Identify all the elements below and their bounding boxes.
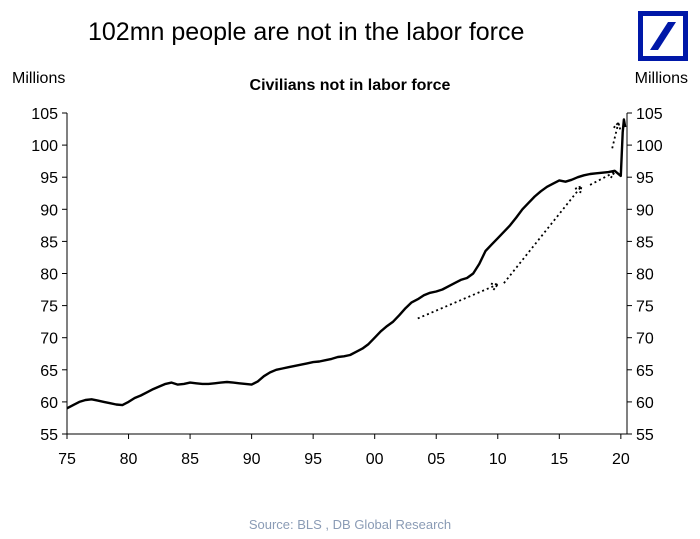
- x-tick-label: 75: [58, 451, 76, 468]
- y-tick-label-right: 100: [636, 138, 663, 155]
- y-axis-label-right: Millions: [635, 70, 688, 87]
- deutsche-bank-logo: [638, 11, 688, 61]
- axes: [66, 113, 628, 435]
- dotted-arrow-line: [503, 185, 583, 284]
- annotations: [417, 120, 622, 320]
- chart-title: Civilians not in labor force: [250, 77, 451, 94]
- dotted-arrow-line: [611, 122, 620, 149]
- y-tick-label-left: 80: [40, 267, 58, 284]
- y-tick-label-right: 75: [636, 299, 654, 316]
- y-tick-label-right: 70: [636, 331, 654, 348]
- x-tick-label: 85: [181, 451, 199, 468]
- series-line: [66, 118, 627, 410]
- y-tick-label-left: 100: [31, 138, 58, 155]
- y-tick-label-left: 60: [40, 395, 58, 412]
- y-tick-label-right: 60: [636, 395, 654, 412]
- y-tick-label-right: 55: [636, 427, 654, 444]
- x-tick-label: 15: [550, 451, 568, 468]
- y-tick-label-left: 55: [40, 427, 58, 444]
- x-tick-label: 20: [612, 451, 630, 468]
- y-tick-label-right: 85: [636, 234, 654, 251]
- source-note: Source: BLS , DB Global Research: [248, 517, 452, 532]
- y-tick-label-right: 90: [636, 202, 654, 219]
- y-tick-label-left: 75: [40, 299, 58, 316]
- x-tick-label: 80: [120, 451, 138, 468]
- x-tick-label: 90: [243, 451, 261, 468]
- ticks: 55 55 60 60 65 65 70 70 75 75 80 80 85 85 90 90 95 95 100 1…: [31, 106, 663, 468]
- y-tick-label-left: 95: [40, 170, 58, 187]
- x-tick-label: 00: [366, 451, 384, 468]
- dotted-arrow-line: [417, 283, 499, 320]
- y-tick-label-right: 80: [636, 267, 654, 284]
- page-title: 102mn people are not in the labor force: [88, 18, 525, 46]
- y-tick-label-right: 95: [636, 170, 654, 187]
- series-group: [66, 118, 627, 410]
- x-tick-label: 05: [427, 451, 445, 468]
- y-tick-label-left: 105: [31, 106, 58, 123]
- y-tick-label-left: 85: [40, 234, 58, 251]
- y-tick-label-left: 90: [40, 202, 58, 219]
- y-tick-label-right: 105: [636, 106, 663, 123]
- y-tick-label-left: 70: [40, 331, 58, 348]
- x-tick-label: 10: [489, 451, 507, 468]
- x-tick-label: 95: [304, 451, 322, 468]
- y-tick-label-left: 65: [40, 363, 58, 380]
- y-tick-label-right: 65: [636, 363, 654, 380]
- deutsche-bank-slash-square-icon: [638, 11, 688, 61]
- y-axis-label-left: Millions: [12, 70, 65, 87]
